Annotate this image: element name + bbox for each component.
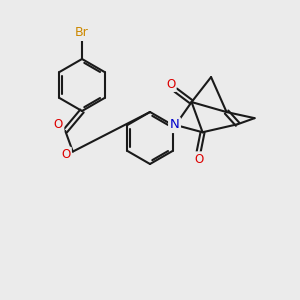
Text: O: O bbox=[194, 153, 203, 166]
Text: O: O bbox=[166, 78, 175, 91]
Text: N: N bbox=[169, 118, 179, 131]
Text: Br: Br bbox=[75, 26, 89, 40]
Text: O: O bbox=[54, 118, 63, 131]
Text: O: O bbox=[61, 148, 70, 161]
